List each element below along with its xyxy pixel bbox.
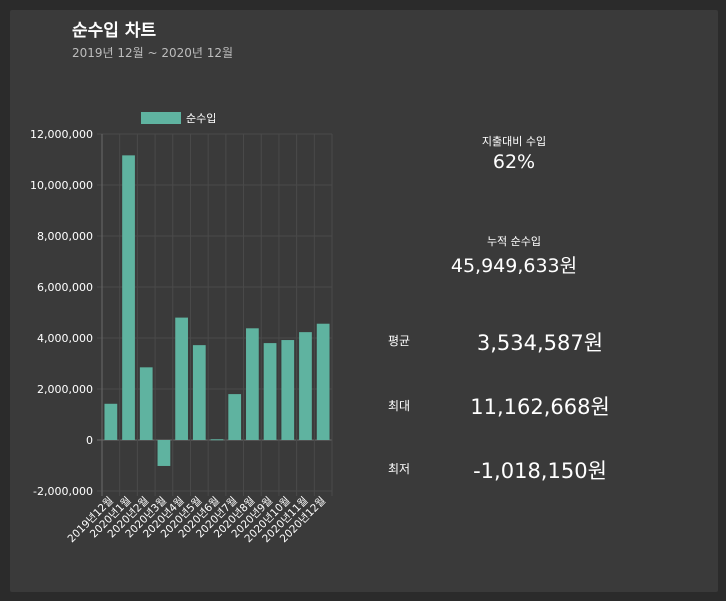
income-ratio-stat: 지출대비 수입 62%: [414, 133, 614, 173]
bar-2020년2월: [139, 367, 153, 440]
bar-2020년4월: [175, 317, 188, 440]
bar-2019년12월: [104, 403, 118, 440]
page-title: 순수입 차트: [72, 21, 157, 41]
y-tick-label: -2,000,000: [33, 485, 93, 498]
y-tick-label: 6,000,000: [37, 281, 93, 294]
max-label: 최대: [388, 399, 411, 413]
y-tick-label: 0: [86, 434, 93, 447]
income-ratio-value: 62%: [492, 151, 536, 173]
cumulative-income-stat: 누적 순수입 45,949,633원: [414, 233, 614, 278]
average-label: 평균: [388, 334, 411, 348]
bar-2020년3월: [157, 440, 171, 466]
income-ratio-label: 지출대비 수입: [481, 135, 547, 148]
legend-label: 순수입: [186, 112, 216, 125]
y-tick-label: 2,000,000: [37, 383, 93, 396]
y-tick-label: 10,000,000: [30, 179, 93, 192]
bar-2020년5월: [192, 345, 206, 440]
y-tick-label: 8,000,000: [37, 230, 93, 243]
bar-2020년7월: [228, 394, 242, 440]
bar-2020년11월: [299, 332, 312, 440]
min-value: -1,018,150원: [473, 459, 607, 483]
bar-2020년6월: [210, 439, 224, 441]
cumulative-income-label: 누적 순수입: [486, 235, 542, 248]
bar-2020년1월: [122, 155, 135, 440]
y-tick-label: 12,000,000: [30, 128, 93, 141]
cumulative-income-value: 45,949,633원: [450, 255, 578, 277]
date-range-subtitle: 2019년 12월 ~ 2020년 12월: [72, 46, 234, 60]
y-tick-label: 4,000,000: [37, 332, 93, 345]
bar-2020년10월: [281, 340, 295, 440]
bar-2020년8월: [246, 328, 259, 440]
bar-2020년12월: [316, 323, 330, 440]
average-value: 3,534,587원: [476, 331, 604, 355]
min-label: 최저: [388, 462, 411, 476]
max-value: 11,162,668원: [470, 395, 610, 419]
legend-swatch: [141, 112, 181, 124]
bar-2020년9월: [263, 343, 277, 440]
